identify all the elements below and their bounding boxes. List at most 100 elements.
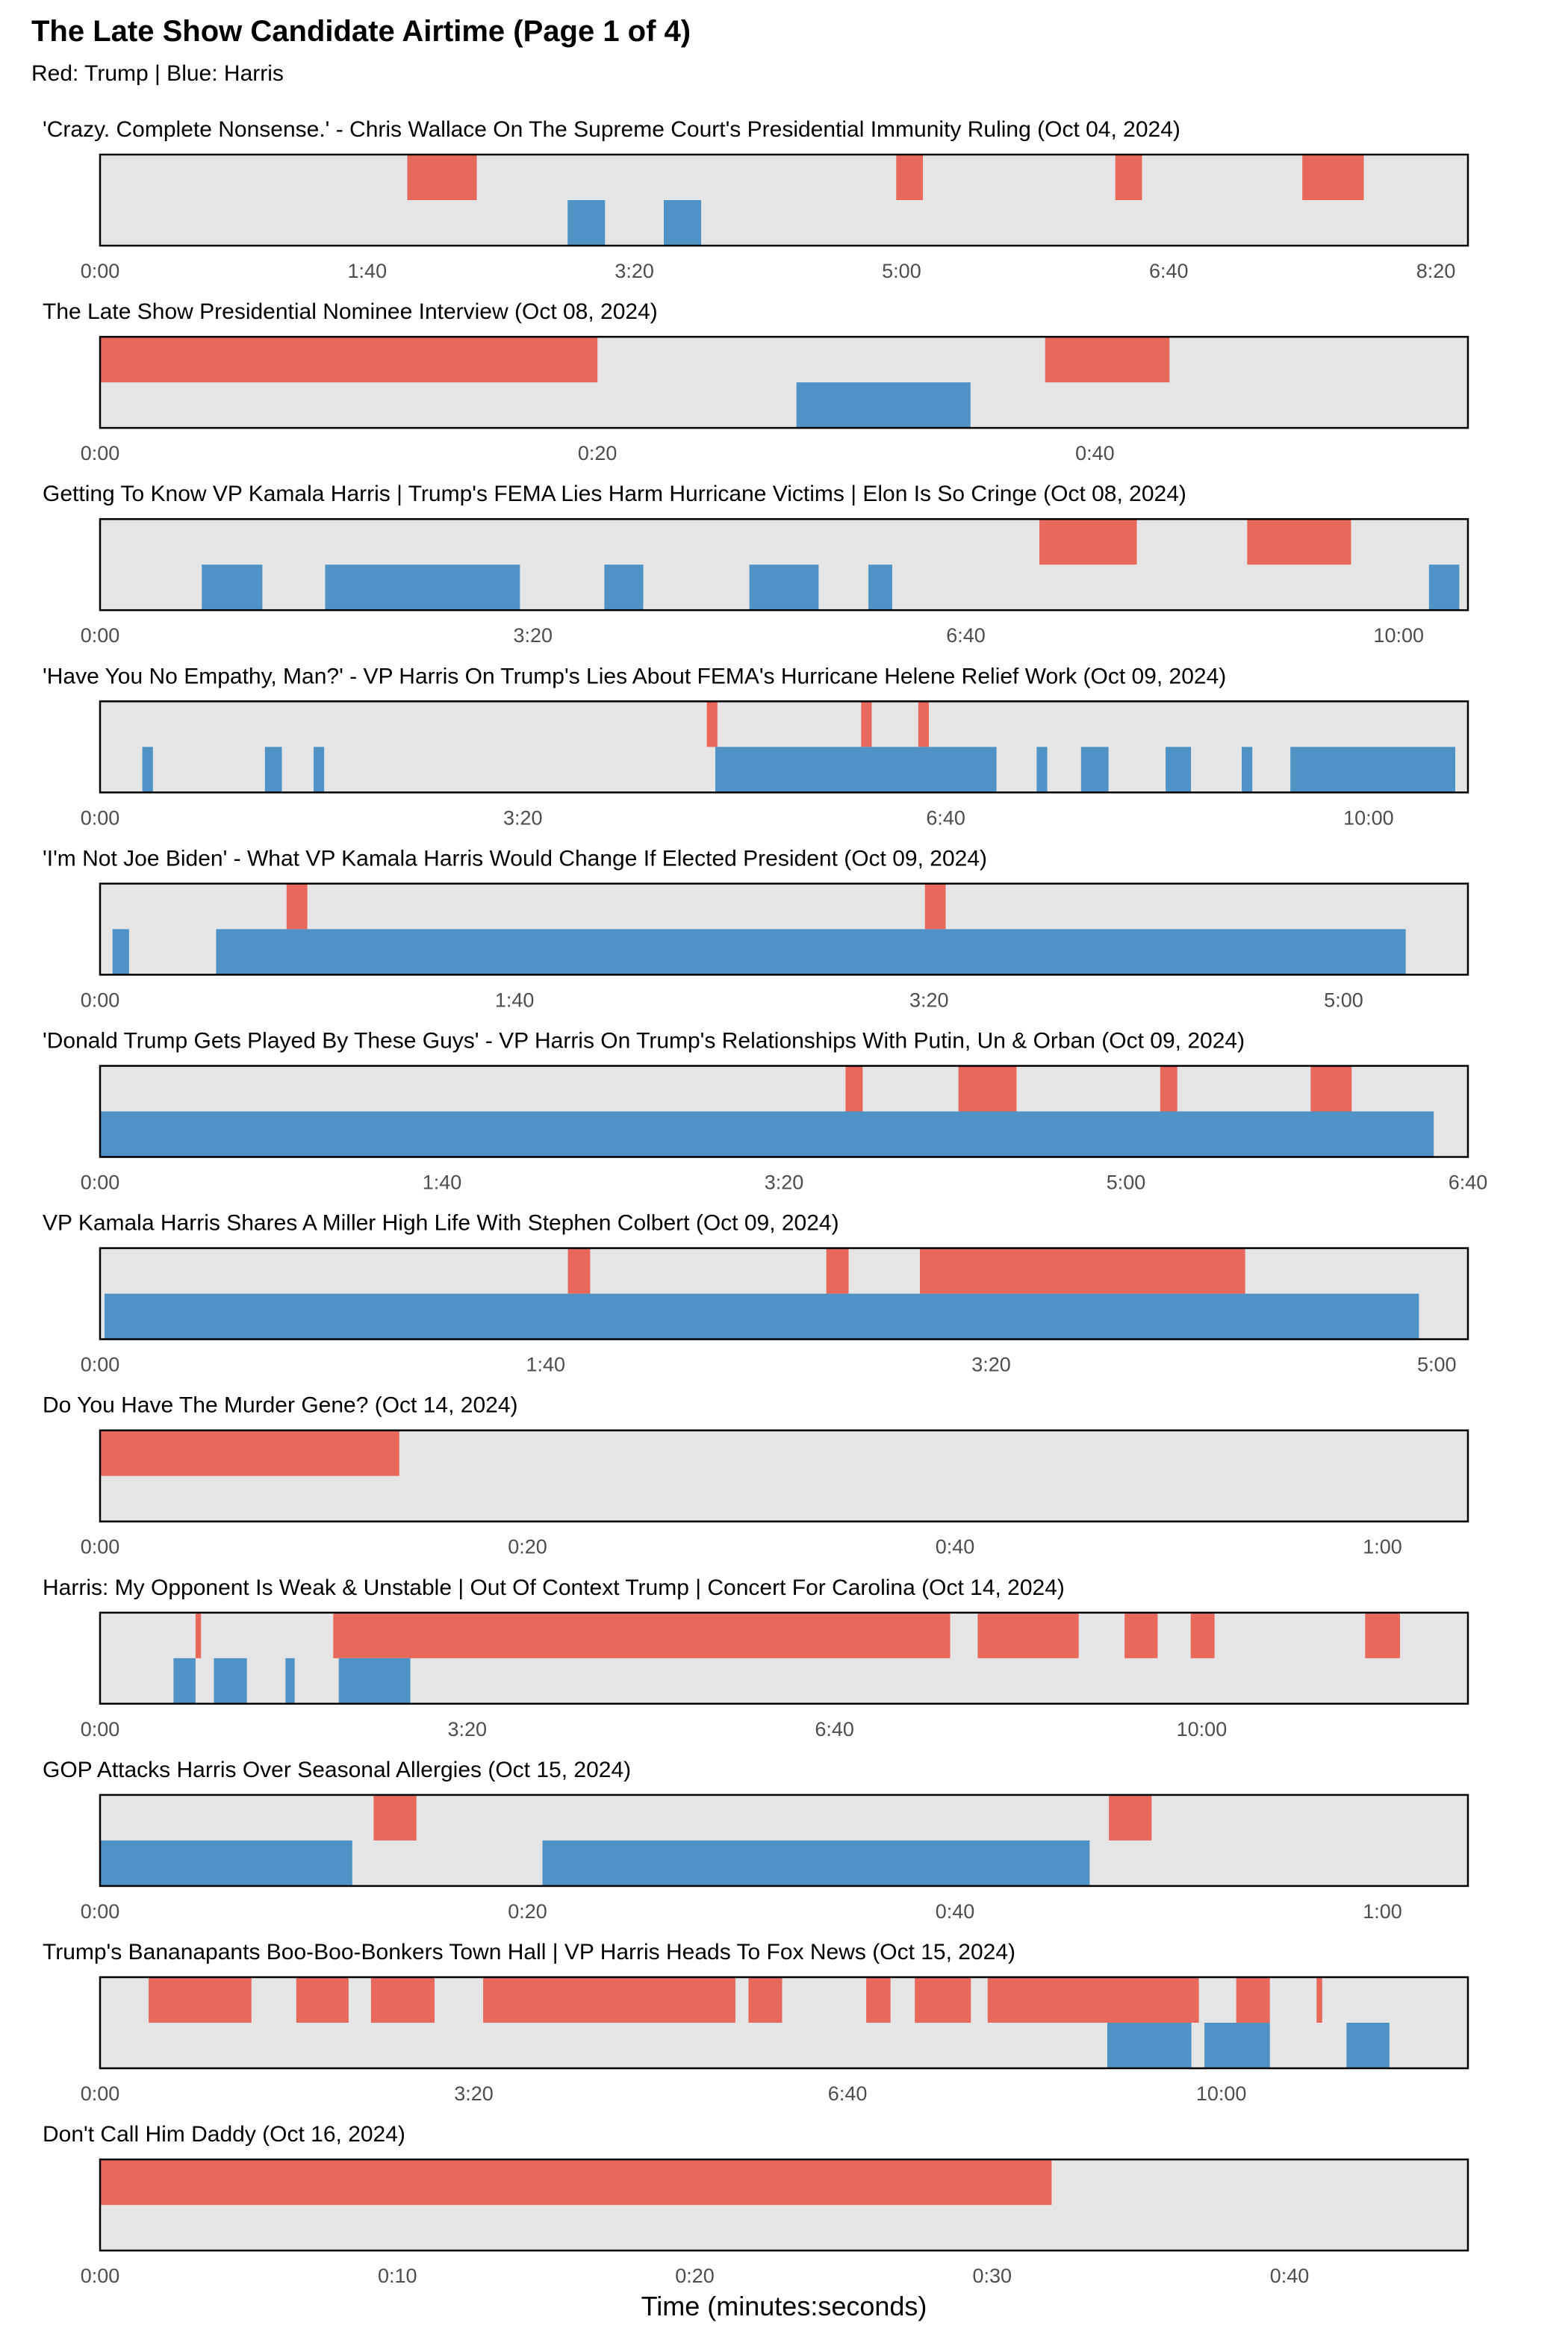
harris-segment bbox=[104, 1293, 1419, 1340]
trump-segment bbox=[1039, 519, 1137, 565]
panel-border bbox=[99, 1976, 1469, 2070]
x-tick-label: 10:00 bbox=[1177, 1718, 1228, 1740]
x-tick-label: 0:40 bbox=[936, 1900, 975, 1923]
trump-segment bbox=[958, 1065, 1017, 1112]
x-tick-label: 0:20 bbox=[508, 1536, 547, 1558]
x-tick-label: 1:00 bbox=[1363, 1900, 1402, 1923]
timeline-panel: Trump's Bananapants Boo-Boo-Bonkers Town… bbox=[43, 1940, 1469, 2105]
x-tick-label: 0:20 bbox=[578, 442, 617, 464]
panel-border bbox=[99, 700, 1469, 794]
x-tick-label: 1:40 bbox=[495, 989, 535, 1011]
trump-segment bbox=[826, 1248, 849, 1294]
harris-segment bbox=[749, 564, 819, 611]
harris-segment bbox=[868, 564, 892, 611]
harris-segment bbox=[216, 929, 1406, 975]
panel-border bbox=[99, 335, 1469, 429]
timeline-panel: GOP Attacks Harris Over Seasonal Allergi… bbox=[43, 1758, 1469, 1923]
x-tick-label: 0:10 bbox=[378, 2265, 417, 2287]
x-tick-label: 3:20 bbox=[513, 624, 553, 647]
trump-segment bbox=[920, 1248, 1245, 1294]
trump-segment bbox=[407, 155, 477, 200]
timeline-panel: 'Donald Trump Gets Played By These Guys'… bbox=[43, 1029, 1487, 1194]
timeline-panel: Do You Have The Murder Gene? (Oct 14, 20… bbox=[43, 1393, 1469, 1558]
page-title: The Late Show Candidate Airtime (Page 1 … bbox=[31, 15, 691, 48]
trump-segment bbox=[977, 1612, 1079, 1658]
harris-segment bbox=[112, 929, 129, 975]
trump-segment bbox=[1190, 1612, 1215, 1658]
x-tick-label: 6:40 bbox=[926, 806, 965, 829]
harris-segment bbox=[1428, 564, 1460, 611]
panel-border bbox=[99, 517, 1469, 612]
x-tick-label: 0:00 bbox=[81, 2082, 120, 2105]
trump-segment bbox=[370, 1977, 435, 2023]
panel-border bbox=[99, 1247, 1469, 1340]
trump-segment bbox=[924, 883, 946, 930]
x-tick-label: 0:40 bbox=[1075, 442, 1115, 464]
x-tick-label: 8:20 bbox=[1416, 260, 1456, 282]
x-tick-label: 5:00 bbox=[1417, 1354, 1457, 1376]
x-tick-label: 0:00 bbox=[81, 2265, 120, 2287]
trump-segment bbox=[1115, 155, 1142, 200]
x-tick-label: 0:20 bbox=[508, 1900, 547, 1923]
trump-segment bbox=[100, 337, 598, 383]
x-tick-label: 5:00 bbox=[1324, 989, 1363, 1011]
trump-segment bbox=[845, 1065, 863, 1112]
trump-segment bbox=[296, 1977, 349, 2023]
harris-segment bbox=[313, 747, 325, 793]
panel-title: 'Have You No Empathy, Man?' - VP Harris … bbox=[43, 664, 1226, 688]
harris-segment bbox=[202, 564, 263, 611]
harris-segment bbox=[1107, 2023, 1192, 2068]
timeline-panel: VP Kamala Harris Shares A Miller High Li… bbox=[43, 1211, 1469, 1376]
x-tick-label: 6:40 bbox=[946, 624, 986, 647]
panel-border bbox=[99, 1793, 1469, 1888]
x-tick-label: 3:20 bbox=[615, 260, 654, 282]
trump-segment bbox=[100, 1430, 399, 1476]
x-tick-label: 10:00 bbox=[1373, 624, 1424, 647]
harris-segment bbox=[1204, 2023, 1270, 2068]
trump-segment bbox=[1310, 1065, 1352, 1112]
x-tick-label: 0:00 bbox=[81, 1354, 120, 1376]
x-tick-label: 0:30 bbox=[973, 2265, 1012, 2287]
timeline-panel: The Late Show Presidential Nominee Inter… bbox=[43, 299, 1469, 464]
x-tick-label: 0:00 bbox=[81, 806, 120, 829]
timeline-panel: Don't Call Him Daddy (Oct 16, 2024) 0:00 0… bbox=[43, 2122, 1469, 2287]
panel-border bbox=[99, 2158, 1469, 2252]
x-tick-label: 3:20 bbox=[909, 989, 949, 1011]
x-tick-label: 0:00 bbox=[81, 1172, 120, 1194]
trump-segment bbox=[1365, 1612, 1401, 1658]
panel-border bbox=[99, 883, 1469, 976]
x-tick-label: 3:20 bbox=[765, 1172, 804, 1194]
x-tick-label: 0:40 bbox=[1270, 2265, 1310, 2287]
trump-segment bbox=[100, 2159, 1052, 2206]
harris-segment bbox=[1242, 747, 1253, 793]
panel-background bbox=[100, 155, 1468, 246]
harris-segment bbox=[142, 747, 153, 793]
x-tick-label: 6:40 bbox=[815, 1718, 854, 1740]
harris-segment bbox=[1166, 747, 1192, 793]
panel-border bbox=[99, 1429, 1469, 1522]
x-tick-label: 0:00 bbox=[81, 989, 120, 1011]
x-tick-label: 1:40 bbox=[348, 260, 388, 282]
trump-segment bbox=[373, 1794, 417, 1841]
x-tick-label: 10:00 bbox=[1196, 2082, 1247, 2105]
x-axis-label: Time (minutes:seconds) bbox=[641, 2291, 927, 2321]
x-tick-label: 0:40 bbox=[936, 1536, 975, 1558]
panel-title: 'I'm Not Joe Biden' - What VP Kamala Har… bbox=[43, 846, 987, 871]
harris-segment bbox=[285, 1658, 295, 1704]
trump-segment bbox=[1109, 1794, 1152, 1841]
harris-segment bbox=[325, 564, 520, 611]
panel-title: Getting To Know VP Kamala Harris | Trump… bbox=[43, 482, 1186, 506]
x-tick-label: 6:40 bbox=[1449, 1172, 1488, 1194]
harris-segment bbox=[604, 564, 644, 611]
x-tick-label: 1:40 bbox=[526, 1354, 565, 1376]
trump-segment bbox=[1316, 1977, 1322, 2023]
harris-segment bbox=[715, 747, 997, 793]
trump-segment bbox=[1302, 155, 1364, 200]
x-tick-label: 5:00 bbox=[882, 260, 921, 282]
x-tick-label: 1:00 bbox=[1363, 1536, 1402, 1558]
trump-segment bbox=[195, 1612, 202, 1658]
harris-segment bbox=[173, 1658, 196, 1704]
trump-segment bbox=[333, 1612, 951, 1658]
